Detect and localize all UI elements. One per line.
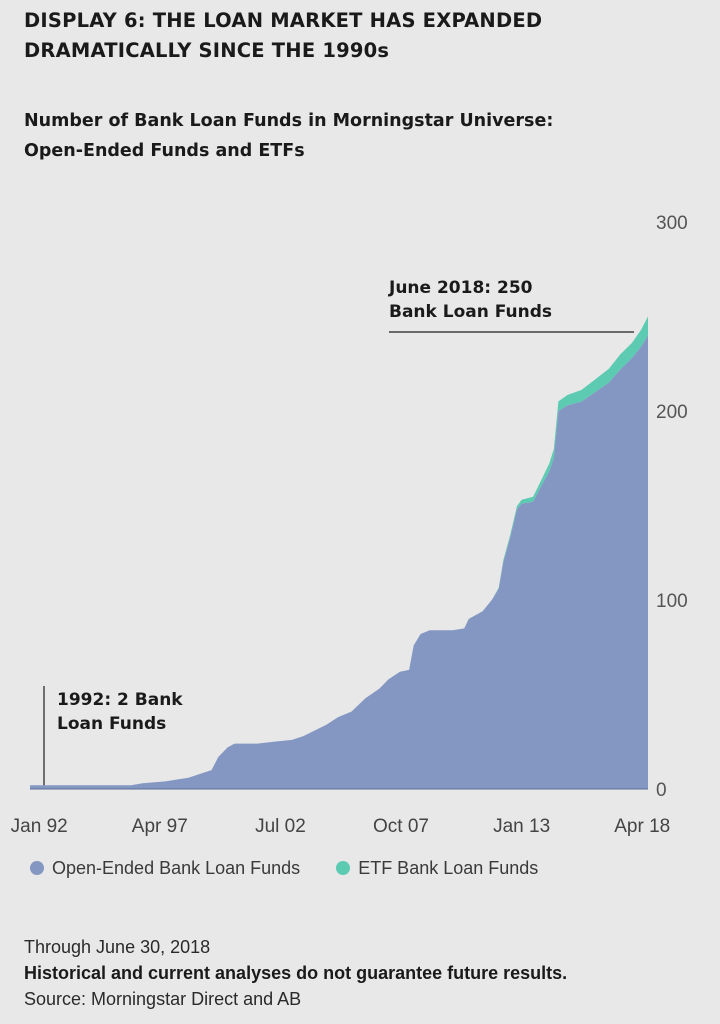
chart-title-line-2: Open-Ended Funds and ETFs xyxy=(24,141,305,161)
x-tick-label: Jul 02 xyxy=(255,816,306,837)
annotation-label-1992: 1992: 2 Bank xyxy=(57,690,183,710)
footnote-through-date: Through June 30, 2018 xyxy=(24,937,211,957)
series-area-open-ended xyxy=(30,335,648,789)
y-tick-label: 0 xyxy=(656,780,667,801)
footnotes: Through June 30, 2018 Historical and cur… xyxy=(24,934,704,1012)
chart-legend: Open-Ended Bank Loan Funds ETF Bank Loan… xyxy=(30,855,574,881)
bank-loan-funds-area-chart: 0 100 200 300 Jan 92 Apr 97 Jul 02 Oct 07 Jan 13… xyxy=(11,213,688,837)
annotation-label-2018: June 2018: 250 xyxy=(388,278,533,298)
y-tick-label: 200 xyxy=(656,402,688,423)
y-tick-label: 300 xyxy=(656,213,688,234)
chart-title-line-1: Number of Bank Loan Funds in Morningstar… xyxy=(24,111,554,131)
annotation-label-2018: Bank Loan Funds xyxy=(389,302,552,322)
legend-label-etf: ETF Bank Loan Funds xyxy=(358,857,539,878)
annotation-label-1992: Loan Funds xyxy=(57,714,166,734)
legend-item-etf: ETF Bank Loan Funds xyxy=(336,858,538,879)
chart-title: Number of Bank Loan Funds in Morningstar… xyxy=(24,106,684,166)
legend-label-open-ended: Open-Ended Bank Loan Funds xyxy=(52,857,301,878)
footnote-source: Source: Morningstar Direct and AB xyxy=(24,989,302,1009)
footnote-disclaimer: Historical and current analyses do not g… xyxy=(24,963,568,983)
x-tick-label: Jan 13 xyxy=(493,816,550,837)
x-tick-label: Oct 07 xyxy=(373,816,429,837)
display-title-line-2: DRAMATICALLY SINCE THE 1990s xyxy=(24,39,390,62)
x-tick-label: Apr 97 xyxy=(132,816,188,837)
legend-marker-etf xyxy=(336,861,351,875)
x-tick-label: Apr 18 xyxy=(614,816,670,837)
display-title-line-1: DISPLAY 6: THE LOAN MARKET HAS EXPANDED xyxy=(24,9,543,32)
x-tick-label: Jan 92 xyxy=(11,816,68,837)
y-tick-label: 100 xyxy=(656,591,688,612)
legend-marker-open-ended xyxy=(30,861,44,875)
legend-item-open-ended: Open-Ended Bank Loan Funds xyxy=(30,858,300,879)
display-title: DISPLAY 6: THE LOAN MARKET HAS EXPANDED … xyxy=(24,6,684,66)
